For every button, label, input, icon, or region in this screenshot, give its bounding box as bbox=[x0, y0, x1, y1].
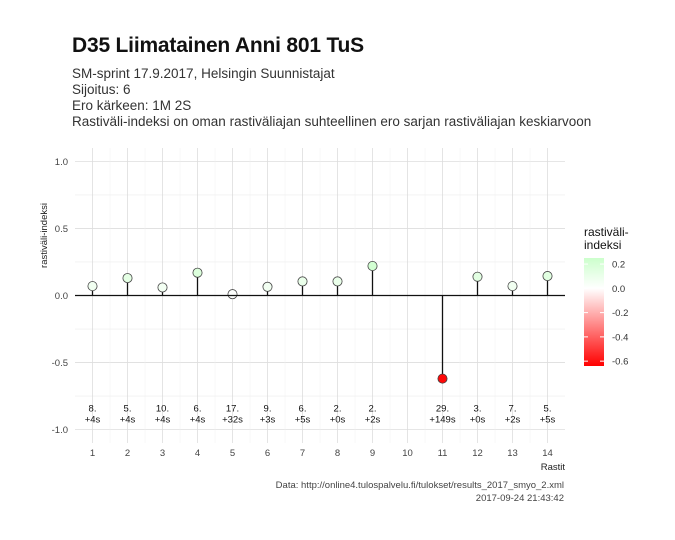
time-diff-label: +4s bbox=[120, 414, 136, 425]
rank-label: 6. bbox=[299, 403, 307, 414]
legend-tick-label: -0.6 bbox=[612, 357, 628, 368]
legend-title-line: indeksi bbox=[584, 238, 621, 252]
data-point bbox=[157, 282, 168, 293]
data-point bbox=[542, 271, 553, 282]
legend-title-line: rastiväli- bbox=[584, 225, 629, 239]
y-axis-title: rastiväli-indeksi bbox=[39, 203, 50, 268]
data-points bbox=[87, 260, 553, 384]
time-diff-label: +4s bbox=[85, 414, 101, 425]
subtitle-line-description: Rastiväli-indeksi on oman rastiväliajan … bbox=[72, 114, 592, 129]
y-tick-label: 0.5 bbox=[55, 224, 68, 235]
y-tick-label: -1.0 bbox=[52, 425, 68, 436]
rank-label: 8. bbox=[89, 403, 97, 414]
rank-label: 5. bbox=[544, 403, 552, 414]
x-tick-label: 3 bbox=[160, 448, 165, 459]
data-source-caption: Data: http://online4.tulospalvelu.fi/tul… bbox=[275, 480, 564, 491]
x-tick-label: 12 bbox=[472, 448, 483, 459]
x-tick-label: 7 bbox=[300, 448, 305, 459]
data-point bbox=[472, 271, 483, 282]
data-point bbox=[332, 276, 343, 287]
legend-tick-label: 0.0 bbox=[612, 284, 625, 295]
data-point bbox=[192, 267, 203, 278]
x-tick-label: 6 bbox=[265, 448, 270, 459]
legend-tick-label: -0.2 bbox=[612, 308, 628, 319]
rank-label: 10. bbox=[156, 403, 169, 414]
subtitle-line-placing: Sijoitus: 6 bbox=[72, 82, 131, 97]
time-diff-label: +4s bbox=[155, 414, 171, 425]
timestamp-caption: 2017-09-24 21:43:42 bbox=[475, 493, 564, 504]
y-tick-label: 0.0 bbox=[55, 291, 68, 302]
time-diff-label: +0s bbox=[470, 414, 486, 425]
subtitle-line-race: SM-sprint 17.9.2017, Helsingin Suunnista… bbox=[72, 66, 335, 81]
x-tick-label: 10 bbox=[402, 448, 413, 459]
rank-label: 5. bbox=[124, 403, 132, 414]
rank-label: 2. bbox=[369, 403, 377, 414]
time-diff-label: +4s bbox=[190, 414, 206, 425]
data-point bbox=[367, 260, 378, 271]
time-diff-label: +2s bbox=[505, 414, 521, 425]
time-diff-label: +32s bbox=[222, 414, 243, 425]
chart-title: D35 Liimatainen Anni 801 TuS bbox=[72, 34, 364, 57]
y-tick-label: 1.0 bbox=[55, 157, 68, 168]
data-point bbox=[122, 273, 133, 284]
legend: rastiväli-indeksi 0.2 0.0 -0.2 -0.4 -0.6 bbox=[584, 225, 629, 368]
x-tick-label: 9 bbox=[370, 448, 375, 459]
data-point bbox=[227, 289, 238, 300]
time-diff-label: +0s bbox=[330, 414, 346, 425]
point-labels: 8.+4s5.+4s10.+4s6.+4s17.+32s9.+3s6.+5s2.… bbox=[85, 403, 556, 425]
x-tick-label: 2 bbox=[125, 448, 130, 459]
data-point bbox=[262, 281, 273, 292]
subtitle-line-gap: Ero kärkeen: 1M 2S bbox=[72, 98, 192, 113]
y-tick-label: -0.5 bbox=[52, 358, 68, 369]
data-point bbox=[437, 373, 448, 384]
x-tick-label: 4 bbox=[195, 448, 200, 459]
axes: -1.0-0.50.00.51.01 2 3 4 5 6 7 8 9 10 11 12 13 14Rast… bbox=[39, 157, 565, 473]
time-diff-label: +149s bbox=[429, 414, 455, 425]
x-tick-label: 8 bbox=[335, 448, 340, 459]
time-diff-label: +2s bbox=[365, 414, 381, 425]
rank-label: 29. bbox=[436, 403, 449, 414]
data-point bbox=[297, 276, 308, 287]
time-diff-label: +5s bbox=[295, 414, 311, 425]
data-point bbox=[87, 281, 98, 292]
rank-label: 9. bbox=[264, 403, 272, 414]
time-diff-label: +3s bbox=[260, 414, 276, 425]
x-tick-label: 13 bbox=[507, 448, 518, 459]
x-tick-label: 5 bbox=[230, 448, 235, 459]
data-point bbox=[507, 281, 518, 292]
legend-tick-label: 0.2 bbox=[612, 260, 625, 271]
rank-label: 3. bbox=[474, 403, 482, 414]
rank-label: 7. bbox=[509, 403, 517, 414]
rank-label: 17. bbox=[226, 403, 239, 414]
x-tick-label: 1 bbox=[90, 448, 95, 459]
legend-colorbar bbox=[584, 258, 604, 366]
rank-label: 2. bbox=[334, 403, 342, 414]
x-tick-label: 11 bbox=[438, 448, 448, 459]
x-axis-title: Rastit bbox=[541, 462, 566, 473]
x-tick-label: 14 bbox=[542, 448, 553, 459]
rank-label: 6. bbox=[194, 403, 202, 414]
time-diff-label: +5s bbox=[540, 414, 556, 425]
legend-tick-label: -0.4 bbox=[612, 332, 628, 343]
